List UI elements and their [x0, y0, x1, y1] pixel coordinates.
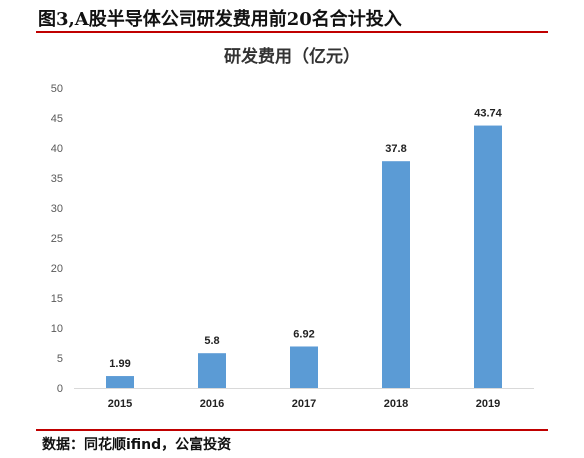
x-tick-label: 2019	[476, 398, 500, 410]
bars-group	[106, 125, 502, 388]
y-tick-label: 10	[51, 323, 63, 335]
bar-2019	[474, 125, 502, 388]
x-axis-ticks: 2015 2016 2017 2018 2019	[108, 398, 500, 410]
data-label-2016: 5.8	[204, 335, 219, 347]
data-label-2018: 37.8	[385, 143, 406, 155]
bar-2016	[198, 353, 226, 388]
y-tick-label: 20	[51, 263, 63, 275]
y-tick-label: 50	[51, 83, 63, 95]
y-tick-label: 0	[57, 383, 63, 395]
y-axis-ticks: 0 5 10 15 20 25 30 35 40 45 50	[51, 83, 63, 395]
y-tick-label: 35	[51, 173, 63, 185]
data-labels-group: 1.99 5.8 6.92 37.8 43.74	[109, 108, 502, 371]
bar-2018	[382, 161, 410, 388]
bar-2015	[106, 376, 134, 388]
y-tick-label: 45	[51, 113, 63, 125]
x-tick-label: 2016	[200, 398, 224, 410]
data-label-2019: 43.74	[474, 108, 502, 120]
x-tick-label: 2015	[108, 398, 132, 410]
y-tick-label: 15	[51, 293, 63, 305]
source-note: 数据：同花顺ifind，公富投资	[42, 437, 232, 453]
data-label-2015: 1.99	[109, 358, 130, 370]
figure-caption: 图3,A股半导体公司研发费用前20名合计投入	[38, 9, 402, 30]
chart-title: 研发费用（亿元）	[224, 46, 360, 67]
y-tick-label: 30	[51, 203, 63, 215]
bottom-divider	[36, 429, 548, 431]
y-tick-label: 40	[51, 143, 63, 155]
bar-2017	[290, 346, 318, 388]
y-tick-label: 5	[57, 353, 63, 365]
top-divider	[36, 31, 548, 33]
x-tick-label: 2018	[384, 398, 408, 410]
y-tick-label: 25	[51, 233, 63, 245]
data-label-2017: 6.92	[293, 328, 314, 340]
x-tick-label: 2017	[292, 398, 316, 410]
